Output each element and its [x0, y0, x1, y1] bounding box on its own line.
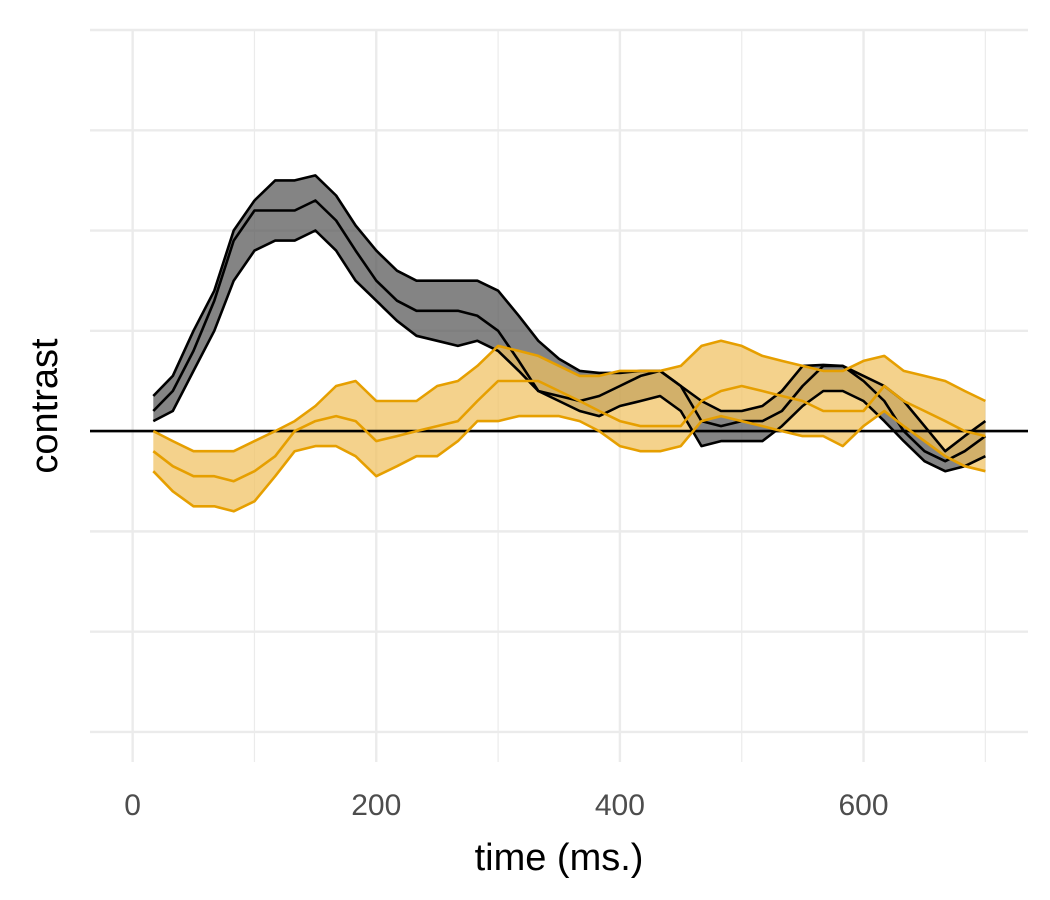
- y-axis-title: contrast: [24, 338, 66, 474]
- series-2-lower-line: [152, 409, 986, 513]
- x-tick-label: 0: [124, 789, 141, 822]
- series-2-band: [153, 340, 986, 512]
- series-1-lower-line: [152, 229, 986, 473]
- series-2-upper-line: [152, 339, 986, 453]
- x-tick-labels: 0 200 400 600: [124, 789, 888, 822]
- series-lines: [152, 174, 987, 513]
- x-axis-title: time (ms.): [475, 837, 644, 879]
- confidence-bands: [153, 175, 986, 512]
- x-tick-label: 400: [595, 789, 645, 822]
- x-tick-label: 600: [839, 789, 889, 822]
- x-tick-label: 200: [351, 789, 401, 822]
- series-2-mean-line: [152, 379, 986, 483]
